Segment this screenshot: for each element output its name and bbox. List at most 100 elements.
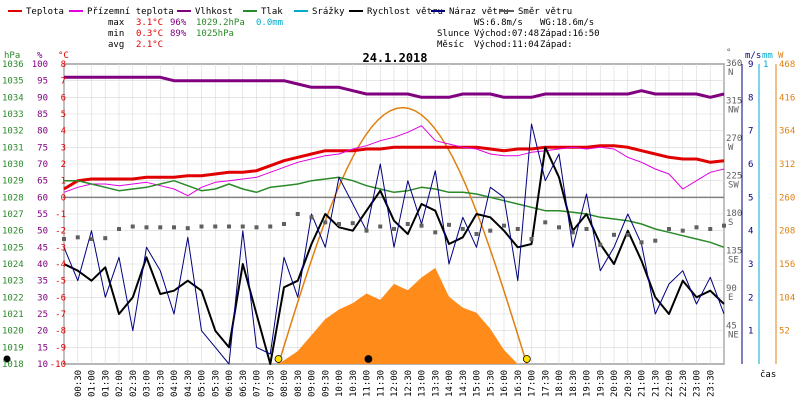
wind-direction-point bbox=[158, 225, 163, 230]
wm2-tick-label: 52 bbox=[779, 327, 790, 337]
wind-direction-point bbox=[680, 228, 685, 233]
legend-label: Vlhkost bbox=[195, 7, 233, 17]
wind-direction-point bbox=[103, 236, 108, 241]
stat-min-temp: 0.3°C bbox=[136, 29, 163, 39]
wm2-tick-label: 364 bbox=[779, 127, 795, 137]
direction-tick-label: 315 bbox=[726, 97, 742, 107]
time-tick-label: 21:00 bbox=[638, 370, 648, 397]
percent-tick-label: 70 bbox=[37, 160, 48, 170]
sun-rise: Východ:07:48 bbox=[474, 29, 539, 39]
celsius-unit: °C bbox=[58, 51, 69, 61]
direction-compass-label: E bbox=[728, 293, 733, 303]
series-line bbox=[64, 176, 725, 249]
direction-tick-label: 180 bbox=[726, 209, 742, 219]
stats-header: max 3.1°C 96% 1029.2hPa 0.0mm min 0.3°C … bbox=[108, 18, 600, 50]
celsius-tick-label: -1 bbox=[55, 210, 66, 220]
percent-tick-label: 65 bbox=[37, 177, 48, 187]
time-tick-label: 15:30 bbox=[486, 370, 496, 397]
stat-max-rain: 0.0mm bbox=[256, 18, 283, 28]
percent-tick-label: 85 bbox=[37, 110, 48, 120]
time-tick-label: 02:30 bbox=[129, 370, 139, 397]
moon-set: Západ: bbox=[540, 40, 573, 50]
wind-direction-point bbox=[268, 224, 273, 229]
wind-direction-point bbox=[364, 228, 369, 233]
sun-label: Slunce bbox=[437, 29, 470, 39]
ms-tick-label: 1 bbox=[748, 327, 753, 337]
direction-tick-label: 270 bbox=[726, 134, 742, 144]
ms-tick-label: 4 bbox=[748, 227, 753, 237]
legend-item: Rychlost větru bbox=[349, 7, 443, 17]
time-tick-label: 09:00 bbox=[308, 370, 318, 397]
wind-direction-point bbox=[722, 223, 726, 228]
time-tick-label: 22:00 bbox=[665, 370, 675, 397]
wind-direction-point bbox=[598, 242, 603, 247]
wm2-unit: W bbox=[778, 51, 784, 61]
legend-item: Teplota bbox=[8, 7, 64, 17]
direction-unit: ° bbox=[726, 48, 731, 58]
time-tick-label: 06:00 bbox=[225, 370, 235, 397]
wind-direction-point bbox=[199, 224, 204, 229]
wm2-tick-label: 312 bbox=[779, 160, 795, 170]
sun-theoretical-curve bbox=[277, 106, 528, 365]
wm2-tick-label: 468 bbox=[779, 60, 795, 70]
percent-tick-label: 95 bbox=[37, 77, 48, 87]
moon-phase-marker bbox=[3, 355, 11, 363]
wind-direction-point bbox=[488, 228, 493, 233]
time-tick-label: 18:00 bbox=[555, 370, 565, 397]
percent-tick-label: 80 bbox=[37, 127, 48, 137]
direction-compass-label: NE bbox=[728, 331, 739, 341]
time-tick-label: 13:30 bbox=[431, 370, 441, 397]
series-line bbox=[63, 123, 725, 365]
celsius-tick-label: -10 bbox=[50, 360, 66, 370]
series-line bbox=[63, 125, 725, 197]
time-tick-label: 16:00 bbox=[500, 370, 510, 397]
time-tick-label: 01:00 bbox=[88, 370, 98, 397]
wind-direction-point bbox=[130, 224, 135, 229]
wind-direction-point bbox=[708, 227, 713, 231]
ms-tick-label: 3 bbox=[748, 260, 753, 270]
stat-min-press: 1025hPa bbox=[196, 29, 234, 39]
percent-tick-label: 90 bbox=[37, 93, 48, 103]
time-axis-label: čas bbox=[760, 369, 776, 380]
time-tick-label: 17:00 bbox=[528, 370, 538, 397]
time-tick-label: 20:00 bbox=[610, 370, 620, 397]
celsius-tick-label: -2 bbox=[55, 227, 66, 237]
hpa-tick-label: 1023 bbox=[2, 277, 24, 287]
legend-label: Srážky bbox=[312, 7, 345, 17]
time-tick-label: 05:30 bbox=[211, 370, 221, 397]
direction-compass-label: S bbox=[728, 218, 733, 228]
moon-rise: Východ:11:04 bbox=[474, 40, 539, 50]
percent-tick-label: 100 bbox=[32, 60, 48, 70]
wind-direction-point bbox=[213, 224, 218, 229]
time-tick-label: 11:00 bbox=[363, 370, 373, 397]
time-tick-label: 03:30 bbox=[156, 370, 166, 397]
wind-direction-point bbox=[185, 226, 190, 231]
solar-radiation-area bbox=[278, 267, 518, 364]
stat-max-label: max bbox=[108, 18, 125, 28]
wind-direction-point bbox=[405, 222, 410, 226]
stat-max-temp: 3.1°C bbox=[136, 18, 163, 28]
wm2-tick-label: 208 bbox=[779, 227, 795, 237]
legend-label: Náraz větru bbox=[449, 7, 509, 17]
legend-item: Vlhkost bbox=[177, 7, 233, 17]
stat-avg-temp: 2.1°C bbox=[136, 40, 163, 50]
percent-tick-label: 30 bbox=[37, 293, 48, 303]
wind-direction-point bbox=[254, 225, 259, 230]
wm2-tick-label: 156 bbox=[779, 260, 795, 270]
hpa-tick-label: 1029 bbox=[2, 177, 24, 187]
stat-max-press: 1029.2hPa bbox=[196, 18, 245, 28]
time-tick-label: 00:30 bbox=[74, 370, 84, 397]
wind-direction-point bbox=[309, 215, 314, 220]
ms-tick-label: 7 bbox=[748, 127, 753, 137]
celsius-tick-label: 2 bbox=[61, 160, 66, 170]
time-tick-label: 04:30 bbox=[184, 370, 194, 397]
time-tick-label: 14:00 bbox=[445, 370, 455, 397]
time-tick-label: 19:30 bbox=[596, 370, 606, 397]
time-tick-label: 15:00 bbox=[473, 370, 483, 397]
percent-tick-label: 55 bbox=[37, 210, 48, 220]
direction-tick-label: 135 bbox=[726, 247, 742, 257]
time-tick-label: 22:30 bbox=[679, 370, 689, 397]
hpa-tick-label: 1026 bbox=[2, 227, 24, 237]
chart-legend: Teplota Přízemní teplota Vlhkost Tlak Srážky… bbox=[8, 7, 572, 17]
